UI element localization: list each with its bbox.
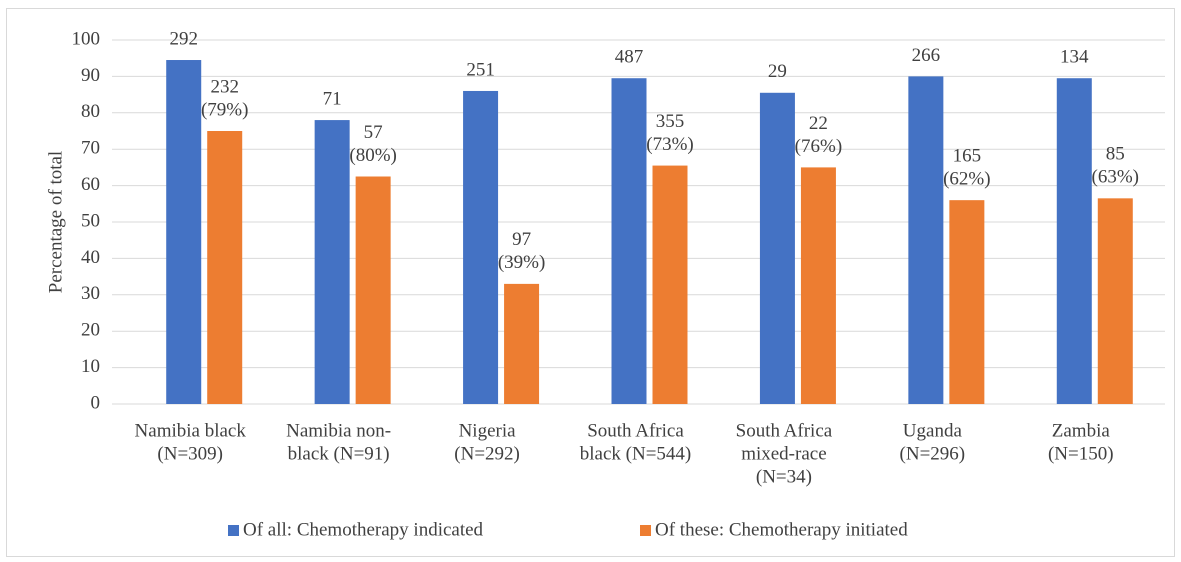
y-tick-label: 50 (81, 210, 100, 231)
bar (355, 176, 391, 404)
x-tick-label: black (N=91) (288, 443, 390, 464)
data-label: (76%) (795, 136, 842, 157)
y-axis-title: Percentage of total (45, 151, 66, 293)
data-label: 251 (466, 59, 495, 80)
y-tick-label: 70 (81, 138, 100, 159)
data-label: (79%) (201, 99, 248, 120)
data-label: 29 (768, 61, 787, 82)
legend-swatch (640, 525, 651, 536)
data-label: (39%) (498, 252, 545, 273)
y-tick-label: 30 (81, 283, 100, 304)
y-tick-label: 20 (81, 320, 100, 341)
x-tick-label: (N=309) (157, 443, 223, 464)
y-tick-label: 80 (81, 101, 100, 122)
x-tick-label: black (N=544) (580, 443, 692, 464)
bar (759, 92, 795, 404)
x-tick-label: Zambia (1052, 420, 1111, 441)
data-label: 71 (323, 88, 342, 109)
x-tick-label: (N=34) (756, 466, 812, 487)
bar (652, 165, 688, 404)
data-label: (73%) (646, 134, 693, 155)
data-label: 134 (1060, 47, 1089, 68)
y-tick-label: 100 (72, 28, 101, 49)
data-label: (80%) (349, 145, 396, 166)
x-tick-label: mixed-race (741, 443, 826, 464)
x-tick-label: (N=150) (1048, 443, 1114, 464)
bar (1097, 198, 1133, 404)
y-tick-label: 90 (81, 65, 100, 86)
y-tick-label: 60 (81, 174, 100, 195)
data-label: 22 (809, 113, 828, 134)
y-tick-label: 0 (91, 392, 101, 413)
bar (908, 76, 944, 405)
data-label: 487 (615, 47, 644, 68)
y-tick-label: 40 (81, 247, 100, 268)
data-label: 266 (912, 45, 941, 66)
bar (949, 200, 985, 404)
data-label: 85 (1106, 144, 1125, 165)
data-label: 97 (512, 229, 531, 250)
x-tick-label: Namibia non- (286, 420, 391, 441)
legend-swatch (228, 525, 239, 536)
bar (504, 283, 540, 404)
x-tick-label: (N=292) (454, 443, 520, 464)
legend-label: Of these: Chemotherapy initiated (655, 519, 908, 540)
x-tick-label: (N=296) (900, 443, 966, 464)
data-label: (62%) (943, 169, 990, 190)
bar (800, 167, 836, 404)
bar (611, 78, 647, 404)
bar (207, 131, 243, 404)
data-label: (63%) (1092, 167, 1139, 188)
data-label: 292 (169, 28, 198, 49)
data-label: 165 (953, 146, 982, 167)
legend-label: Of all: Chemotherapy indicated (243, 519, 484, 540)
data-label: 232 (210, 76, 239, 97)
bar (166, 60, 202, 405)
bar (314, 120, 350, 404)
bar (1056, 78, 1092, 404)
data-label: 355 (656, 111, 685, 132)
data-label: 57 (364, 122, 383, 143)
x-tick-label: Nigeria (459, 420, 517, 441)
x-tick-label: South Africa (587, 420, 684, 441)
x-tick-label: South Africa (736, 420, 833, 441)
chart-border (6, 8, 1175, 557)
x-tick-label: Namibia black (135, 420, 247, 441)
bar (463, 90, 499, 405)
x-tick-label: Uganda (903, 420, 963, 441)
y-tick-label: 10 (81, 356, 100, 377)
